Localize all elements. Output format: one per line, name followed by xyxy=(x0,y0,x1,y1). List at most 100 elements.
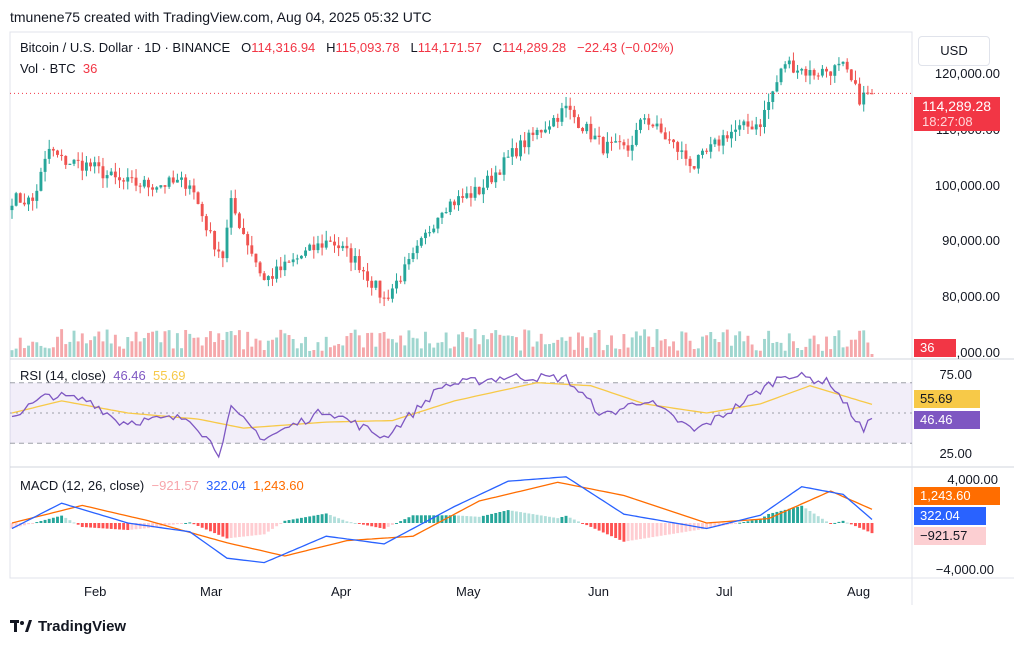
macd-histogram-bar xyxy=(469,516,473,523)
candle-body xyxy=(337,245,341,249)
macd-histogram-bar xyxy=(452,515,456,523)
volume-bar xyxy=(651,346,655,357)
candle-body xyxy=(440,212,444,218)
candle-body xyxy=(667,139,671,141)
volume-bar xyxy=(556,339,560,357)
macd-histogram-bar xyxy=(349,522,353,524)
candle-body xyxy=(672,139,675,143)
candle-body xyxy=(333,241,336,246)
volume-bar xyxy=(680,331,684,357)
macd-histogram-bar xyxy=(605,523,609,535)
candle-body xyxy=(816,75,820,77)
volume-bar xyxy=(299,343,303,357)
candle-body xyxy=(771,91,775,102)
volume-bar xyxy=(97,331,101,357)
candle-body xyxy=(444,212,448,214)
macd-histogram-bar xyxy=(337,518,341,523)
volume-bar xyxy=(316,342,320,357)
volume-bar xyxy=(787,333,791,357)
volume-bar xyxy=(126,337,130,357)
volume-bar xyxy=(713,338,717,357)
macd-histogram-bar xyxy=(622,523,626,542)
macd-histogram-bar xyxy=(386,523,390,527)
macd-histogram-bar xyxy=(610,523,613,537)
candle-body xyxy=(837,63,841,66)
volume-bar xyxy=(845,346,849,357)
macd-histogram-bar xyxy=(763,516,766,523)
macd-histogram-bar xyxy=(804,508,808,523)
price-tick-100000: 100,000.00 xyxy=(934,178,1000,193)
volume-bar xyxy=(796,348,800,357)
macd-histogram-bar xyxy=(825,521,828,523)
high-value: 115,093.78 xyxy=(335,40,400,55)
candle-body xyxy=(200,203,204,217)
macd-histogram-bar xyxy=(634,523,638,540)
candle-body xyxy=(647,118,651,125)
candle-body xyxy=(651,124,655,127)
volume-bar xyxy=(266,340,270,357)
volume-bar xyxy=(469,338,473,357)
volume-bar xyxy=(490,333,494,357)
volume-bar xyxy=(709,332,713,357)
volume-bar xyxy=(849,339,853,357)
candle-body xyxy=(378,280,382,298)
macd-histogram-bar xyxy=(614,523,618,539)
volume-bar xyxy=(742,341,746,357)
macd-histogram-bar xyxy=(457,515,460,523)
volume-bar xyxy=(639,335,642,357)
volume-bar xyxy=(779,342,783,357)
macd-histogram-bar xyxy=(808,510,812,523)
macd-histogram-bar xyxy=(130,523,134,530)
volume-bar xyxy=(337,344,341,357)
macd-histogram-bar xyxy=(279,523,283,524)
candle-body xyxy=(461,196,465,198)
macd-histogram-bar xyxy=(225,523,229,539)
macd-histogram-bar xyxy=(382,523,386,529)
macd-histogram-bar xyxy=(250,523,254,536)
candle-body xyxy=(130,177,134,179)
volume-bar xyxy=(663,339,667,357)
volume-bar xyxy=(328,347,332,357)
candle-body xyxy=(374,280,378,288)
candle-body xyxy=(366,271,370,281)
candle-body xyxy=(477,186,481,195)
candle-body xyxy=(845,61,849,70)
month-aug: Aug xyxy=(847,584,871,599)
macd-histogram-bar xyxy=(548,516,551,523)
volume-bar xyxy=(701,336,704,357)
candle-body xyxy=(841,61,845,64)
volume-bar xyxy=(775,341,779,357)
macd-histogram-bar xyxy=(122,523,126,530)
macd-histogram-bar xyxy=(523,512,527,523)
volume-bar xyxy=(428,343,432,357)
macd-histogram-bar xyxy=(254,523,258,536)
macd-histogram-bar xyxy=(758,519,762,523)
candle-body xyxy=(283,261,287,271)
candle-body xyxy=(833,65,837,76)
candle-body xyxy=(486,175,489,188)
volume-bar xyxy=(630,337,634,357)
volume-bar xyxy=(262,350,266,357)
macd-histogram-bar xyxy=(833,522,837,524)
macd-histogram-bar xyxy=(68,520,72,523)
macd-histogram-bar xyxy=(64,517,68,523)
currency-button[interactable]: USD xyxy=(918,36,990,66)
candle-body xyxy=(543,129,547,133)
macd-histogram-bar xyxy=(320,514,324,523)
candle-body xyxy=(258,262,262,274)
candle-body xyxy=(705,150,709,152)
candle-body xyxy=(465,193,469,198)
macd-histogram-bar xyxy=(713,523,717,528)
candle-body xyxy=(279,266,283,271)
volume-bar xyxy=(870,354,874,357)
volume-bar xyxy=(800,350,804,357)
volume-bar xyxy=(758,350,762,357)
tradingview-logo: TradingView xyxy=(10,618,126,635)
volume-bar xyxy=(548,344,551,357)
volume-bar xyxy=(614,348,618,357)
macd-histogram-bar xyxy=(299,517,303,523)
volume-bar xyxy=(374,346,378,357)
volume-bar xyxy=(688,340,692,357)
macd-histogram-bar xyxy=(180,523,183,524)
